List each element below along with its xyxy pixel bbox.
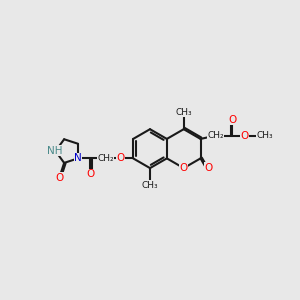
Text: O: O bbox=[180, 163, 188, 173]
Text: O: O bbox=[228, 115, 236, 125]
Text: O: O bbox=[55, 172, 64, 182]
Text: O: O bbox=[205, 163, 213, 173]
Text: CH₂: CH₂ bbox=[97, 154, 114, 163]
Text: CH₃: CH₃ bbox=[176, 108, 192, 117]
Text: O: O bbox=[117, 153, 125, 164]
Text: N: N bbox=[74, 153, 82, 164]
Text: CH₃: CH₃ bbox=[256, 131, 273, 140]
Text: O: O bbox=[86, 169, 94, 179]
Text: CH₂: CH₂ bbox=[207, 131, 224, 140]
Text: N: N bbox=[74, 153, 82, 164]
Text: NH: NH bbox=[47, 146, 63, 155]
Text: CH₃: CH₃ bbox=[142, 181, 158, 190]
Text: O: O bbox=[241, 131, 249, 141]
